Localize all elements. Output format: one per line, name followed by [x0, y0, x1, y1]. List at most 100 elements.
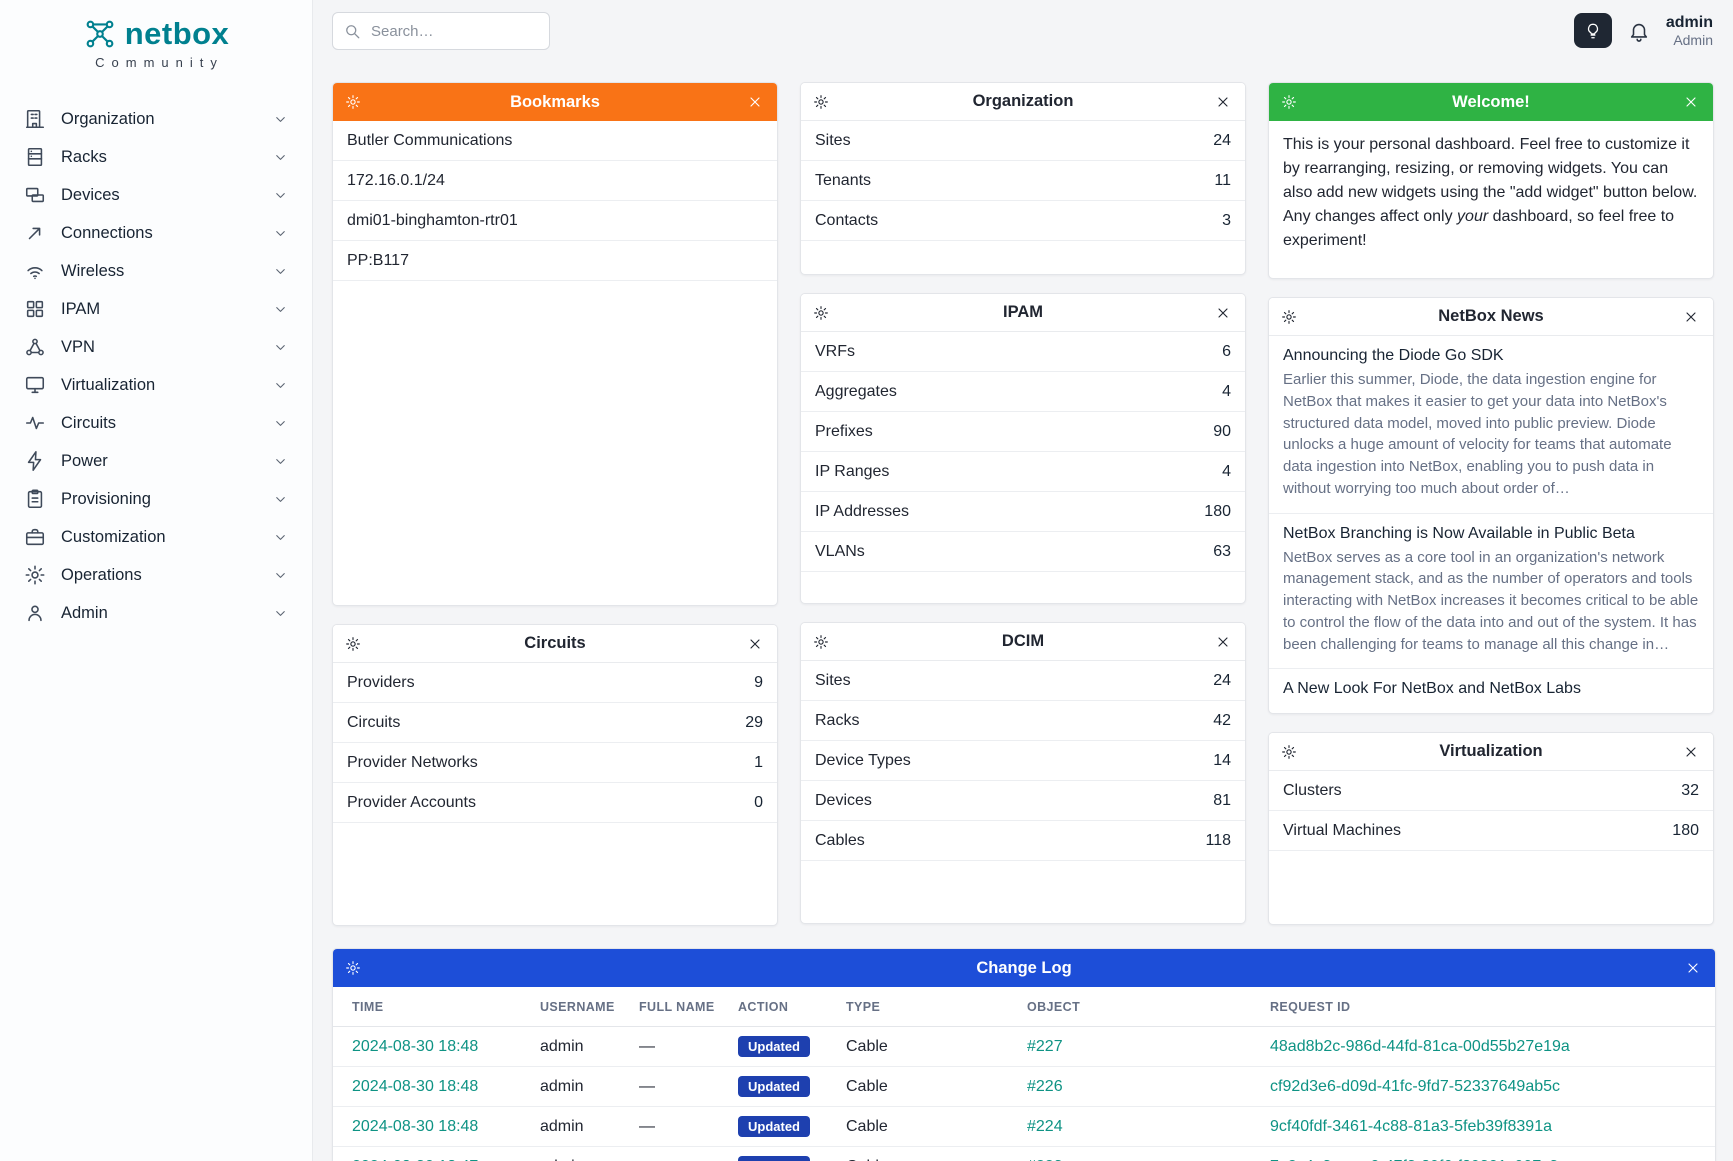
- user-icon: [24, 602, 46, 624]
- widget-close-icon[interactable]: [1683, 744, 1701, 760]
- stat-row[interactable]: IP Addresses 180: [801, 492, 1245, 532]
- widget-close-icon[interactable]: [1683, 94, 1701, 110]
- stat-row[interactable]: Contacts 3: [801, 201, 1245, 241]
- widget-close-icon[interactable]: [1685, 960, 1703, 976]
- changelog-object-link[interactable]: #224: [1027, 1117, 1063, 1135]
- stat-row[interactable]: Virtual Machines 180: [1269, 811, 1713, 851]
- changelog-time-link[interactable]: 2024-08-30 18:47: [352, 1158, 540, 1161]
- stat-row[interactable]: Providers 9: [333, 663, 777, 703]
- sidebar-item-connections[interactable]: Connections: [0, 214, 312, 252]
- widget-config-icon[interactable]: [345, 94, 363, 110]
- stat-row[interactable]: Provider Networks 1: [333, 743, 777, 783]
- sidebar-item-racks[interactable]: Racks: [0, 138, 312, 176]
- sidebar-item-label: Racks: [61, 147, 107, 166]
- changelog-request-id-link[interactable]: 9cf40fdf-3461-4c88-81a3-5feb39f8391a: [1270, 1117, 1552, 1135]
- ipam-grid-icon: [24, 298, 46, 320]
- sidebar-item-devices[interactable]: Devices: [0, 176, 312, 214]
- sidebar-item-provisioning[interactable]: Provisioning: [0, 480, 312, 518]
- stat-row[interactable]: Devices 81: [801, 781, 1245, 821]
- widget-close-icon[interactable]: [747, 94, 765, 110]
- sidebar-item-label: Organization: [61, 109, 155, 128]
- dcim-widget-header: DCIM: [801, 623, 1245, 661]
- widget-config-icon[interactable]: [1281, 309, 1299, 325]
- changelog-fullname: —: [639, 1117, 655, 1135]
- widget-config-icon[interactable]: [813, 94, 831, 110]
- widget-title: NetBox News: [1438, 307, 1544, 325]
- widget-config-icon[interactable]: [813, 634, 831, 650]
- changelog-fullname: —: [639, 1077, 655, 1095]
- bookmark-item[interactable]: PP:B117: [333, 241, 777, 281]
- sidebar-item-power[interactable]: Power: [0, 442, 312, 480]
- stat-row[interactable]: VRFs 6: [801, 332, 1245, 372]
- sidebar-item-admin[interactable]: Admin: [0, 594, 312, 632]
- widget-close-icon[interactable]: [1215, 94, 1233, 110]
- bookmark-item[interactable]: Butler Communications: [333, 121, 777, 161]
- stat-row[interactable]: Sites 24: [801, 121, 1245, 161]
- chevron-down-icon: [273, 378, 288, 393]
- stat-row[interactable]: Prefixes 90: [801, 412, 1245, 452]
- sidebar-item-ipam[interactable]: IPAM: [0, 290, 312, 328]
- changelog-type: Cable: [846, 1158, 1027, 1161]
- stat-row[interactable]: Device Types 14: [801, 741, 1245, 781]
- widget-config-icon[interactable]: [813, 305, 831, 321]
- changelog-time-link[interactable]: 2024-08-30 18:48: [352, 1037, 479, 1055]
- sidebar-item-customization[interactable]: Customization: [0, 518, 312, 556]
- stat-row[interactable]: Tenants 11: [801, 161, 1245, 201]
- user-menu[interactable]: admin Admin: [1666, 13, 1713, 49]
- changelog-widget: Change Log TIME USERNAME FULL NAME ACTIO…: [332, 948, 1716, 1161]
- sidebar-item-organization[interactable]: Organization: [0, 100, 312, 138]
- news-title-link[interactable]: NetBox Branching is Now Available in Pub…: [1283, 524, 1635, 542]
- changelog-object-link[interactable]: #227: [1027, 1037, 1063, 1055]
- news-title-link[interactable]: Announcing the Diode Go SDK: [1283, 347, 1504, 364]
- widget-config-icon[interactable]: [345, 636, 363, 652]
- changelog-row: 2024-08-30 18:47 admin — Updated Cable #…: [333, 1147, 1715, 1161]
- bookmark-item[interactable]: dmi01-binghamton-rtr01: [333, 201, 777, 241]
- widget-close-icon[interactable]: [747, 636, 765, 652]
- welcome-widget-header: Welcome!: [1269, 83, 1713, 121]
- stat-row[interactable]: Racks 42: [801, 701, 1245, 741]
- stat-row[interactable]: Circuits 29: [333, 703, 777, 743]
- stat-row[interactable]: VLANs 63: [801, 532, 1245, 572]
- sidebar-item-virtualization[interactable]: Virtualization: [0, 366, 312, 404]
- widget-close-icon[interactable]: [1215, 634, 1233, 650]
- brand-name: netbox: [124, 16, 230, 51]
- stat-row[interactable]: Cables 118: [801, 821, 1245, 861]
- netbox-logo-icon: [86, 20, 114, 48]
- widget-config-icon[interactable]: [345, 960, 363, 976]
- chevron-down-icon: [273, 150, 288, 165]
- widget-close-icon[interactable]: [1683, 309, 1701, 325]
- changelog-time-link[interactable]: 2024-08-30 18:48: [352, 1117, 479, 1135]
- changelog-time-link[interactable]: 2024-08-30 18:48: [352, 1077, 479, 1095]
- sidebar-item-label: Connections: [61, 223, 153, 242]
- bell-icon: [1630, 23, 1647, 42]
- changelog-request-id-link[interactable]: 7a2c4e3c-cae0-47f3-89f6-f89301c997c3: [1270, 1158, 1701, 1161]
- notifications-button[interactable]: [1628, 20, 1650, 42]
- stat-row[interactable]: Clusters 32: [1269, 771, 1713, 811]
- sidebar-item-operations[interactable]: Operations: [0, 556, 312, 594]
- sidebar-item-circuits[interactable]: Circuits: [0, 404, 312, 442]
- action-badge: Updated: [738, 1115, 810, 1138]
- bookmark-item[interactable]: 172.16.0.1/24: [333, 161, 777, 201]
- changelog-object-link[interactable]: #223: [1027, 1158, 1270, 1161]
- widget-close-icon[interactable]: [1215, 305, 1233, 321]
- stat-row[interactable]: Aggregates 4: [801, 372, 1245, 412]
- news-title-link[interactable]: A New Look For NetBox and NetBox Labs: [1283, 680, 1581, 698]
- sidebar-item-wireless[interactable]: Wireless: [0, 252, 312, 290]
- stat-row[interactable]: Sites 24: [801, 661, 1245, 701]
- changelog-request-id-link[interactable]: cf92d3e6-d09d-41fc-9fd7-52337649ab5c: [1270, 1077, 1561, 1095]
- theme-toggle-button[interactable]: [1573, 13, 1612, 49]
- stat-row[interactable]: Provider Accounts 0: [333, 783, 777, 823]
- brand-logo[interactable]: netbox: [0, 16, 312, 52]
- search-input[interactable]: [332, 12, 550, 50]
- activity-icon: [24, 412, 46, 434]
- changelog-object-link[interactable]: #226: [1027, 1077, 1063, 1095]
- news-excerpt: Earlier this summer, Diode, the data ing…: [1283, 371, 1672, 497]
- chevron-down-icon: [273, 454, 288, 469]
- action-badge: Updated: [738, 1035, 810, 1058]
- stat-row[interactable]: IP Ranges 4: [801, 452, 1245, 492]
- search-box: [332, 12, 550, 50]
- changelog-request-id-link[interactable]: 48ad8b2c-986d-44fd-81ca-00d55b27e19a: [1270, 1037, 1570, 1055]
- widget-config-icon[interactable]: [1281, 94, 1299, 110]
- sidebar-item-vpn[interactable]: VPN: [0, 328, 312, 366]
- widget-config-icon[interactable]: [1281, 744, 1299, 760]
